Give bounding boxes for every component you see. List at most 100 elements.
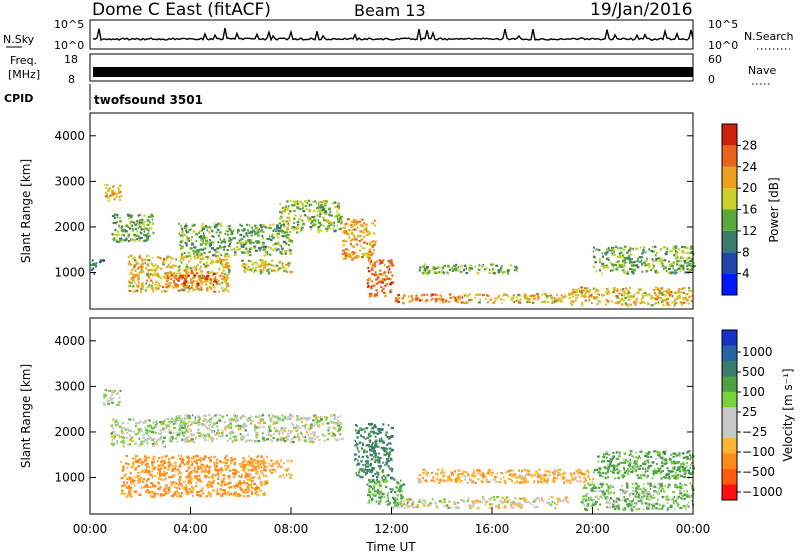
velocity-cell [206,427,209,430]
power-cell [685,258,688,261]
power-cell [240,237,244,240]
velocity-cell [269,416,273,420]
power-cell [592,255,596,258]
velocity-cell [395,505,397,508]
velocity-cell [172,464,175,467]
velocity-cell [143,459,147,462]
power-cell [113,233,116,236]
velocity-cell [418,474,422,477]
power-cell [655,251,659,254]
velocity-cell [316,423,320,426]
velocity-cell [226,426,230,429]
power-region [418,263,519,275]
velocity-cell [244,476,247,479]
velocity-cell [512,503,515,506]
velocity-cell [373,456,375,459]
velocity-cell [125,486,129,489]
velocity-cell [297,432,299,436]
power-cell [261,234,264,238]
power-cell [596,303,599,306]
velocity-cell [122,468,125,471]
power-cell [140,218,144,221]
velocity-cell [217,492,221,495]
power-cell [193,255,196,259]
power-cell [218,290,220,293]
power-cell [474,296,476,299]
power-cell [253,245,257,248]
velocity-cell [477,507,480,510]
velocity-cell [146,489,149,492]
velocity-cell [367,456,369,459]
power-cell [605,288,609,291]
velocity-cell [140,443,143,446]
power-cell [454,266,456,269]
velocity-cell [205,469,207,472]
power-cell [210,228,212,231]
velocity-cell [242,466,246,469]
power-cell [346,231,349,234]
power-cell [202,256,205,259]
velocity-cell [143,486,145,489]
power-cell [150,268,154,271]
velocity-cell [526,480,530,483]
power-cell [269,253,272,256]
power-cell [152,222,155,225]
velocity-cell [182,424,185,427]
velocity-cell [371,493,375,496]
velocity-cell [296,417,299,420]
velocity-cell [669,505,673,509]
power-cell [351,228,354,231]
velocity-cell [380,437,383,440]
power-cell [272,236,275,239]
power-cell [537,295,540,298]
velocity-cell [187,481,191,484]
power-cell [151,285,153,288]
velocity-cell [260,471,263,474]
power-cell [323,202,327,205]
power-cell [182,282,185,285]
velocity-cell [144,485,148,488]
velocity-cell [371,447,375,450]
power-cell [669,271,673,274]
velocity-cell [204,414,207,417]
velocity-cell [648,498,651,502]
velocity-cell [161,422,165,425]
power-cell [244,242,247,245]
power-cell [225,278,228,282]
power-cell [224,258,228,261]
power-cell [431,297,434,300]
velocity-cell [280,436,283,439]
velocity-cell [214,414,217,417]
velocity-cell [273,415,277,418]
power-cell [266,268,270,271]
velocity-cell [200,457,202,460]
power-cell [219,222,222,225]
velocity-cell [157,432,161,435]
velocity-cell [531,475,534,478]
velocity-cell [337,424,341,427]
velocity-cell [264,464,266,467]
velocity-cell [127,484,131,488]
velocity-cell [212,422,215,425]
velocity-cell [161,440,165,443]
power-cell [196,285,199,288]
velocity-cell [405,504,408,507]
power-cell [120,227,123,230]
velocity-cell [110,432,114,435]
power-cell [271,233,274,236]
velocity-cell [290,459,293,462]
power-cell [202,275,205,278]
velocity-cell [386,443,389,446]
power-cell [463,268,465,271]
velocity-cell [609,499,611,502]
power-cell [678,296,682,299]
power-cell [162,263,165,266]
velocity-cell [539,474,541,477]
power-cell [205,277,209,280]
power-cell [205,226,209,229]
power-cell [279,260,282,263]
power-cell [225,286,228,289]
velocity-cell [480,479,483,482]
velocity-cell [277,461,280,464]
power-cell [276,225,279,228]
